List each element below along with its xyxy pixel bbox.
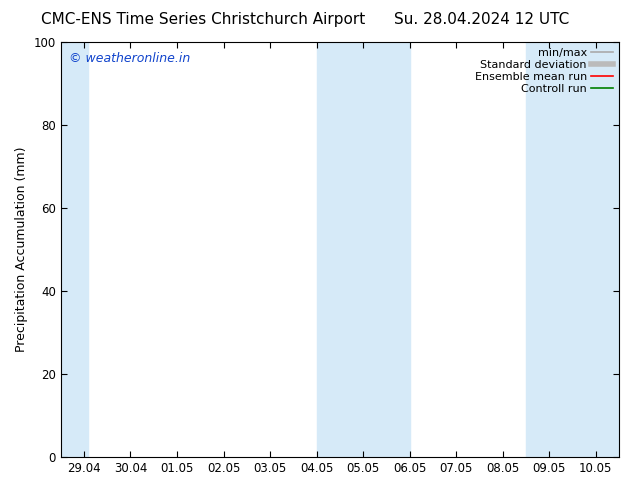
Text: Su. 28.04.2024 12 UTC: Su. 28.04.2024 12 UTC bbox=[394, 12, 569, 27]
Y-axis label: Precipitation Accumulation (mm): Precipitation Accumulation (mm) bbox=[15, 147, 28, 352]
Legend: min/max, Standard deviation, Ensemble mean run, Controll run: min/max, Standard deviation, Ensemble me… bbox=[474, 48, 614, 94]
Bar bbox=[61, 42, 87, 457]
Bar bbox=[526, 42, 619, 457]
Bar bbox=[316, 42, 410, 457]
Text: CMC-ENS Time Series Christchurch Airport: CMC-ENS Time Series Christchurch Airport bbox=[41, 12, 365, 27]
Text: © weatheronline.in: © weatheronline.in bbox=[69, 52, 190, 66]
